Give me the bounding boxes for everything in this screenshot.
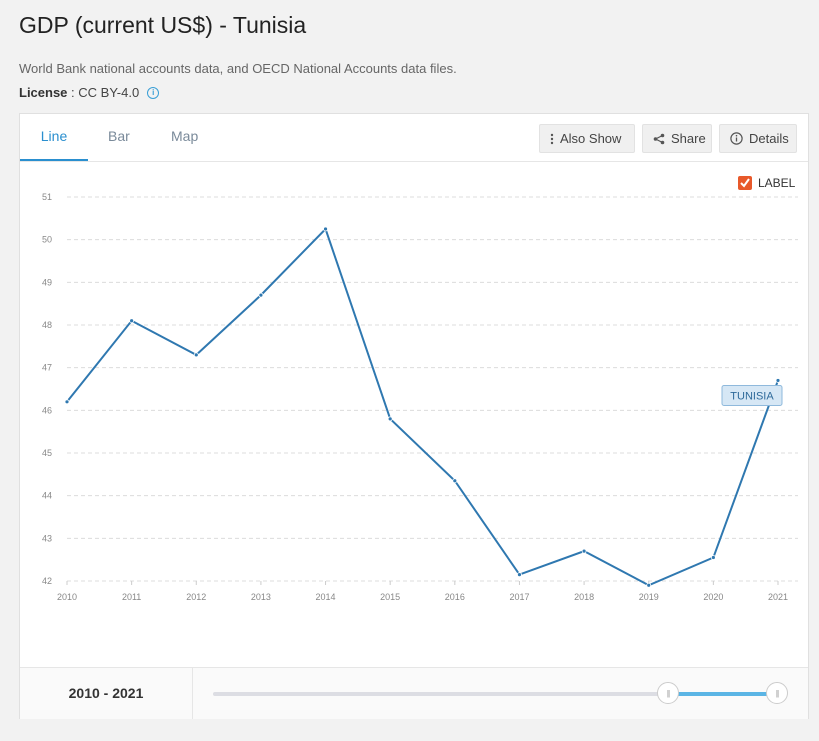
data-point[interactable] (323, 226, 328, 232)
also-show-button[interactable]: Also Show (539, 124, 635, 153)
y-tick-label: 45 (42, 448, 52, 458)
details-button[interactable]: Details (719, 124, 797, 153)
data-point[interactable] (193, 352, 199, 358)
tab-map[interactable]: Map (171, 128, 199, 144)
y-tick-label: 48 (42, 320, 52, 330)
y-tick-label: 42 (42, 576, 52, 586)
y-tick-label: 50 (42, 235, 52, 245)
x-tick-label: 2016 (445, 592, 465, 602)
vertical-dots-icon (550, 133, 554, 145)
data-point[interactable] (710, 555, 716, 560)
range-start-handle[interactable]: ||| (657, 682, 679, 704)
range-track[interactable] (213, 692, 778, 696)
checkmark-icon (740, 178, 750, 188)
tab-bar[interactable]: Bar (108, 128, 130, 144)
x-tick-label: 2020 (703, 592, 723, 602)
chart-card: Line Bar Map Also Show Share Details 42 4… (19, 113, 809, 719)
x-tick-label: 2010 (57, 592, 77, 602)
data-point[interactable] (258, 292, 264, 298)
grid-lines (67, 196, 798, 582)
range-selected (668, 692, 778, 696)
license-line: License : CC BY-4.0 i (19, 85, 160, 100)
data-point[interactable] (387, 416, 393, 422)
series-end-label: TUNISIA (721, 384, 783, 406)
y-tick-label: 43 (42, 533, 52, 543)
x-tick-label: 2015 (380, 592, 400, 602)
series-layer: TUNISIA (64, 226, 783, 588)
license-value: : CC BY-4.0 (71, 85, 140, 100)
range-bar: 2010 - 2021 ||| ||| (20, 667, 808, 719)
y-tick-label: 49 (42, 277, 52, 287)
x-tick-label: 2019 (639, 592, 659, 602)
data-point[interactable] (129, 318, 135, 324)
y-tick-label: 46 (42, 405, 52, 415)
chart-tabs: Line Bar Map Also Show Share Details (20, 114, 808, 162)
info-icon[interactable]: i (147, 86, 160, 99)
share-button[interactable]: Share (642, 124, 712, 153)
series-label-box (721, 384, 783, 406)
data-point[interactable] (775, 378, 781, 383)
data-point[interactable] (646, 582, 652, 588)
range-label: 2010 - 2021 (20, 668, 193, 719)
also-show-label: Also Show (560, 131, 622, 146)
label-toggle[interactable]: LABEL (738, 176, 796, 190)
x-tick-label: 2021 (768, 592, 788, 602)
series-line (66, 227, 779, 587)
x-tick-label: 2011 (122, 592, 141, 602)
data-point[interactable] (64, 399, 70, 405)
share-icon (653, 133, 665, 145)
x-tick-label: 2018 (574, 592, 594, 602)
x-tick-label: 2012 (186, 592, 206, 602)
data-point[interactable] (452, 478, 458, 484)
data-point[interactable] (517, 572, 522, 578)
range-end-handle[interactable]: ||| (766, 682, 788, 704)
series-label-text: TUNISIA (730, 390, 774, 402)
x-tick-label: 2013 (251, 592, 271, 602)
x-axis-ticks: 2010 2011 2012 2013 2014 2015 2016 2017 2018 2019… (57, 581, 788, 602)
data-point[interactable] (581, 548, 587, 554)
license-label: License (19, 85, 68, 100)
y-tick-label: 51 (42, 192, 52, 202)
x-tick-label: 2014 (316, 592, 336, 602)
details-label: Details (749, 131, 789, 146)
source-note: World Bank national accounts data, and O… (19, 61, 457, 76)
y-tick-label: 44 (42, 491, 52, 501)
x-tick-label: 2017 (509, 592, 529, 602)
info-circle-icon (730, 132, 743, 145)
label-toggle-text: LABEL (758, 176, 796, 190)
share-label: Share (671, 131, 706, 146)
y-tick-label: 47 (42, 363, 52, 373)
page-title: GDP (current US$) - Tunisia (19, 12, 307, 38)
tab-line[interactable]: Line (20, 114, 88, 161)
y-axis-ticks: 42 43 44 45 46 47 48 49 50 51 (42, 192, 52, 586)
